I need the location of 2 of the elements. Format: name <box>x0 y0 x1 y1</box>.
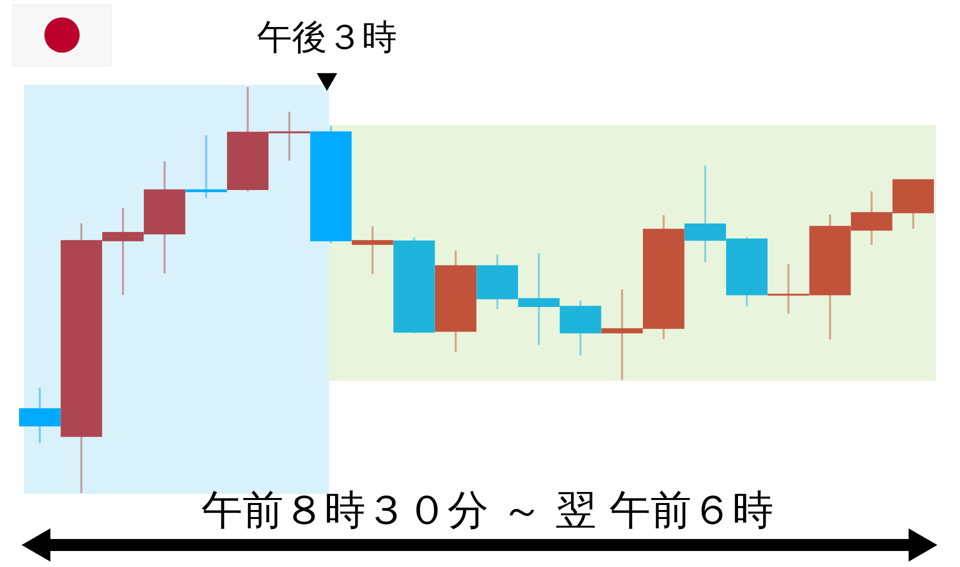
text: 午後３時 <box>257 18 397 58</box>
annotation: 午前８時３０分 ～ 翌 午前６時 <box>201 486 774 534</box>
